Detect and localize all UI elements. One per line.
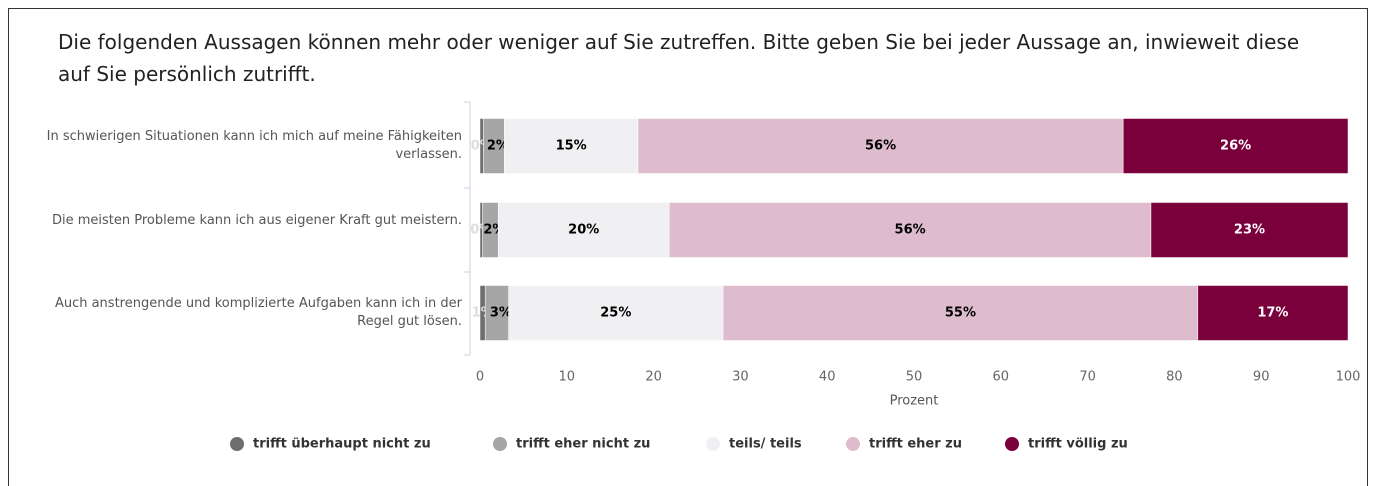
x-tick-label: 70 xyxy=(1079,370,1096,385)
value-label: 3% xyxy=(490,306,512,321)
value-label: 2% xyxy=(487,139,509,154)
legend-label: trifft überhaupt nicht zu xyxy=(253,437,431,452)
bar-segment xyxy=(637,118,1124,174)
x-tick-label: 80 xyxy=(1166,370,1183,385)
legend-marker xyxy=(493,437,507,451)
x-tick-label: 40 xyxy=(819,370,836,385)
value-label: 17% xyxy=(1257,306,1288,321)
value-label: 23% xyxy=(1234,223,1265,238)
legend-marker xyxy=(846,437,860,451)
legend-marker xyxy=(706,437,720,451)
category-label: In schwierigen Situationen kann ich mich… xyxy=(46,129,462,162)
legend-marker xyxy=(230,437,244,451)
x-tick-label: 10 xyxy=(559,370,576,385)
bar-segment xyxy=(508,285,724,341)
category-label: Die meisten Probleme kann ich aus eigene… xyxy=(51,213,462,228)
x-tick-label: 50 xyxy=(906,370,923,385)
bar-segment xyxy=(722,285,1199,341)
frame xyxy=(8,8,1368,486)
legend-label: trifft völlig zu xyxy=(1028,437,1128,452)
x-tick-label: 100 xyxy=(1336,370,1361,385)
x-tick-label: 0 xyxy=(476,370,484,385)
value-label: 55% xyxy=(945,306,976,321)
bar-segment xyxy=(504,118,639,174)
bar-segment xyxy=(497,202,670,258)
legend-label: trifft eher nicht zu xyxy=(516,437,650,452)
bar-segment xyxy=(1150,202,1349,258)
value-label: 56% xyxy=(895,223,926,238)
x-tick-label: 60 xyxy=(993,370,1010,385)
value-label: 26% xyxy=(1220,139,1251,154)
x-tick-label: 90 xyxy=(1253,370,1270,385)
x-tick-label: 30 xyxy=(732,370,749,385)
value-label: 25% xyxy=(600,306,631,321)
category-label: Auch anstrengende und komplizierte Aufga… xyxy=(54,296,462,329)
value-label: 20% xyxy=(568,223,599,238)
legend-label: trifft eher zu xyxy=(869,437,962,452)
chart-title: Die folgenden Aussagen können mehr oder … xyxy=(58,30,1300,86)
value-label: 56% xyxy=(865,139,896,154)
legend-label: teils/ teils xyxy=(729,437,802,452)
bar-segment xyxy=(1197,285,1349,341)
x-axis-title: Prozent xyxy=(890,394,939,409)
bar-segment xyxy=(1122,118,1349,174)
value-label: 15% xyxy=(556,139,587,154)
legend-marker xyxy=(1005,437,1019,451)
x-tick-label: 20 xyxy=(645,370,662,385)
